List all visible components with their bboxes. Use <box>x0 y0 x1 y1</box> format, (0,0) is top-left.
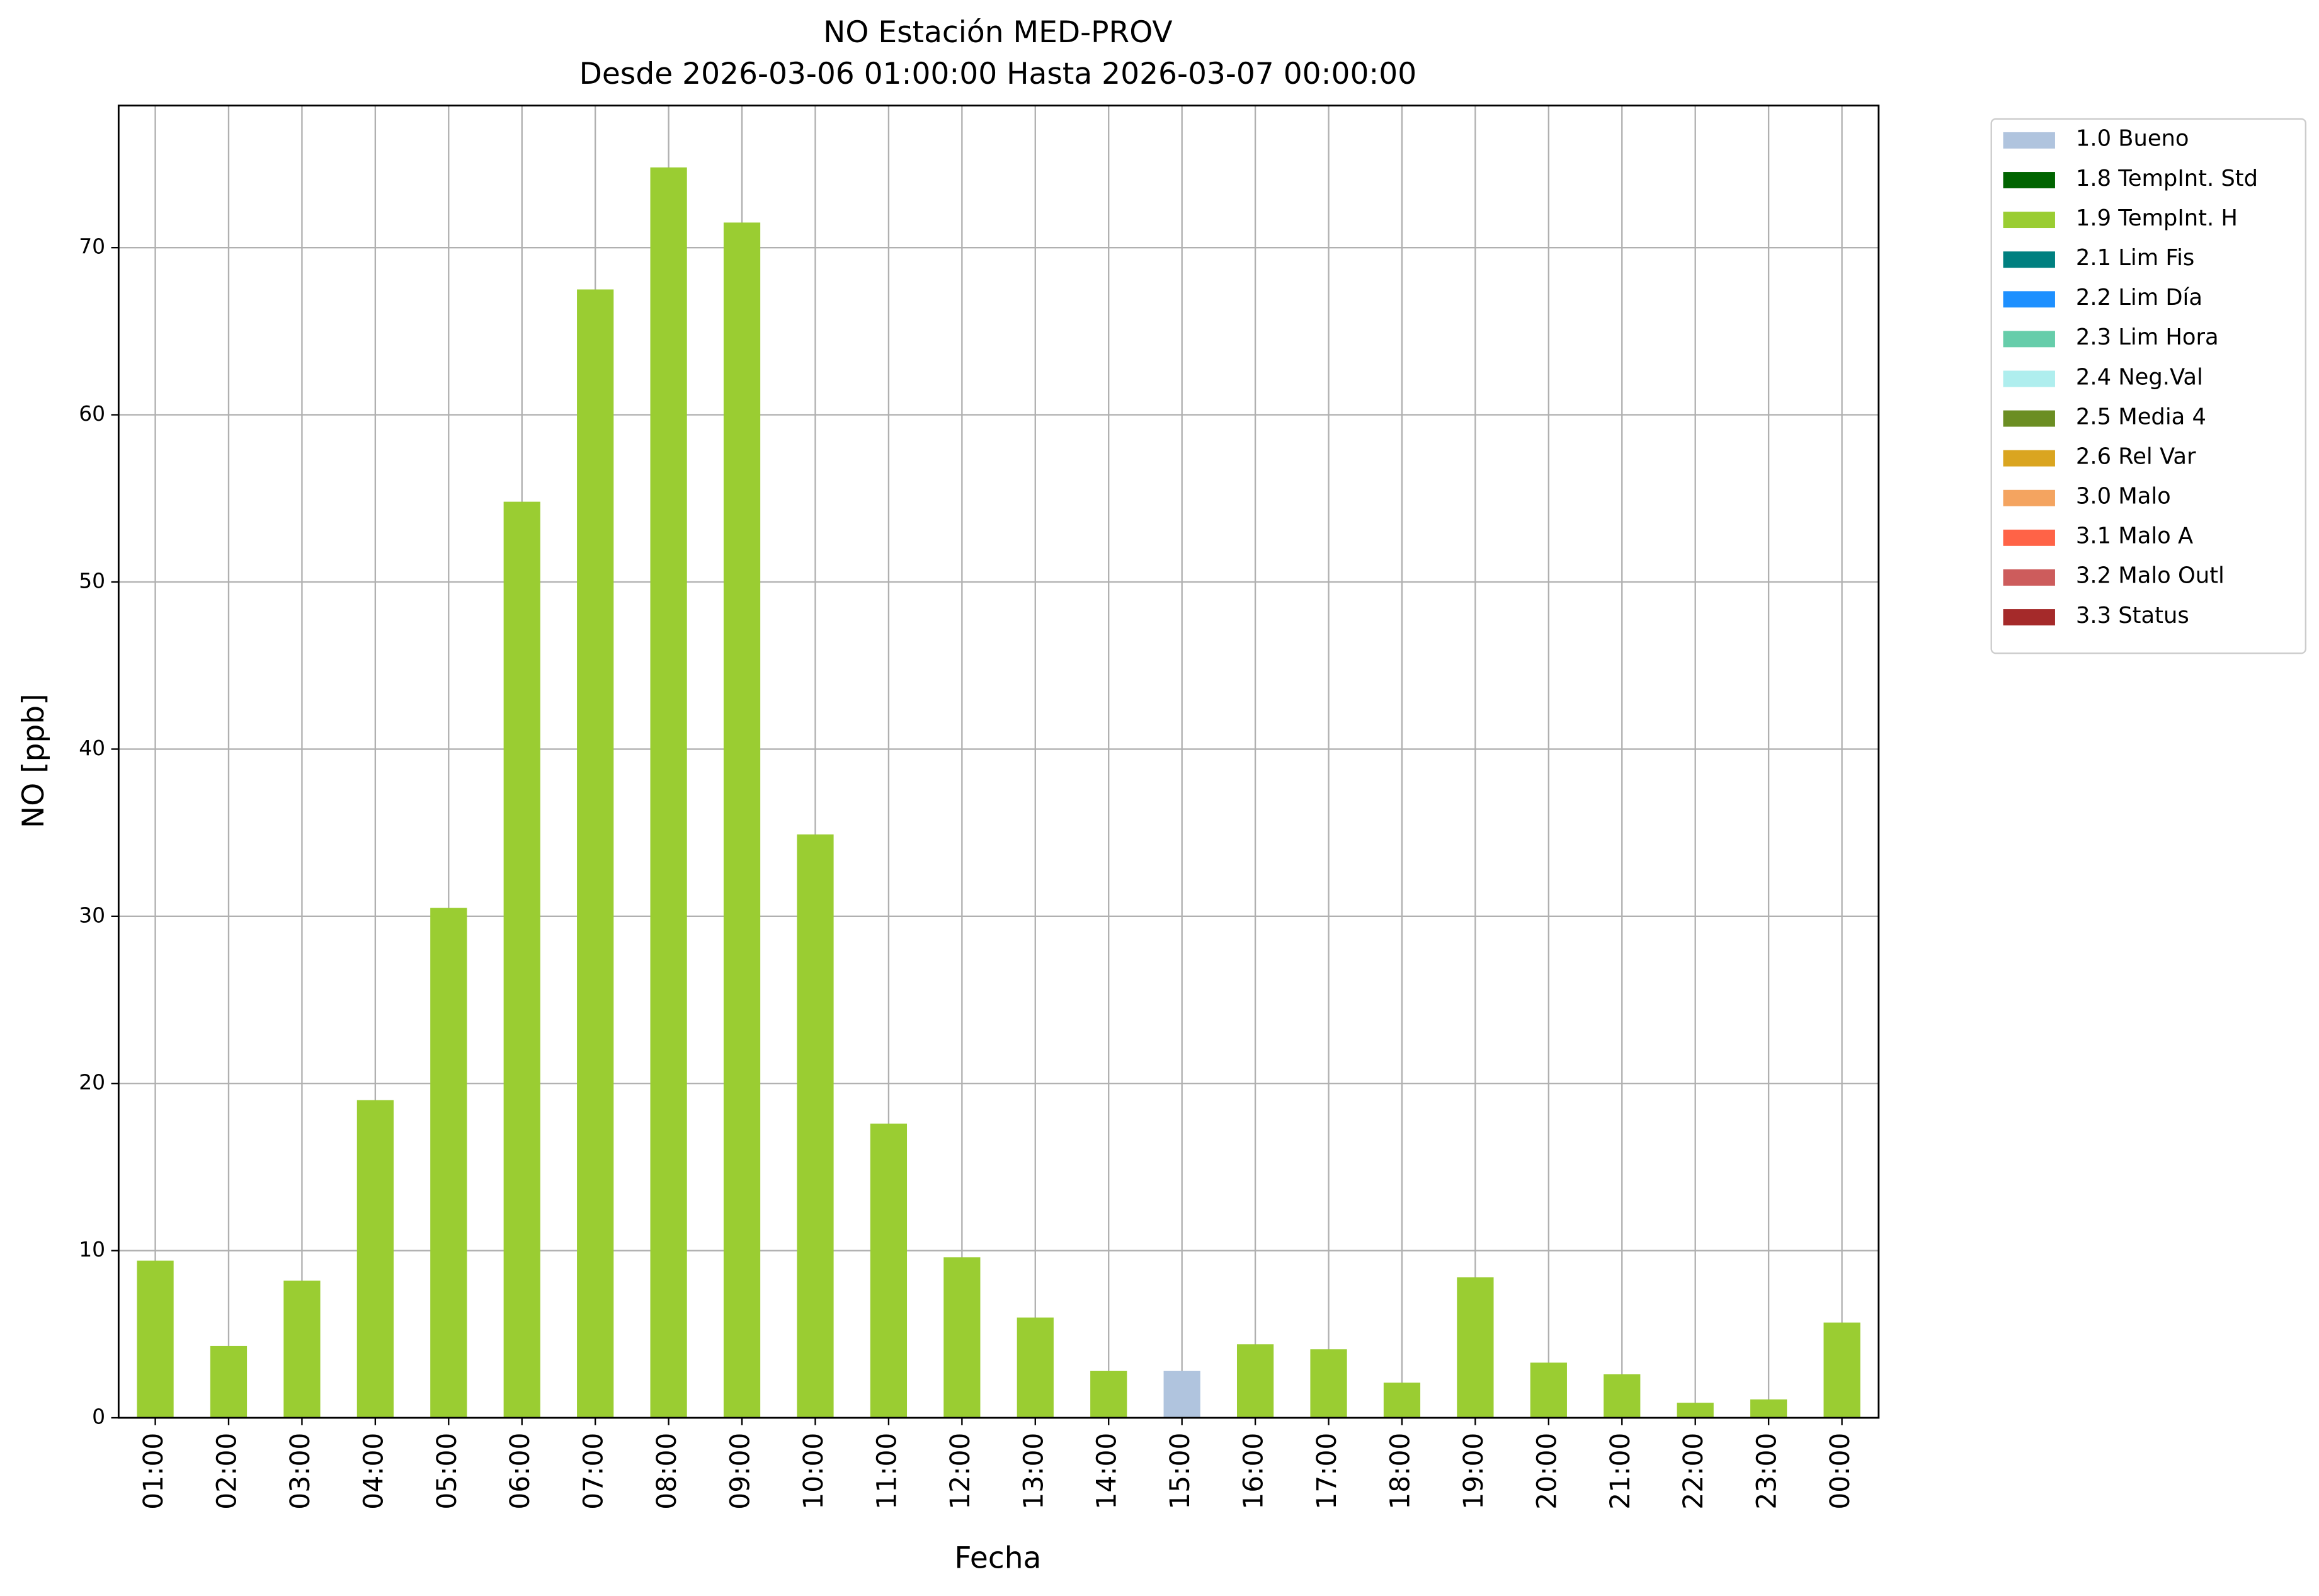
legend-swatch <box>2003 331 2055 348</box>
legend-swatch <box>2003 172 2055 188</box>
x-tick-label: 12:00 <box>945 1433 976 1510</box>
legend-label: 2.1 Lim Fis <box>2076 245 2194 271</box>
x-tick-label: 02:00 <box>211 1433 242 1510</box>
legend: 1.0 Bueno 1.8 TempInt. Std 1.9 TempInt. H 2… <box>1990 118 2306 654</box>
legend-label: 3.2 Malo Outl <box>2076 563 2225 589</box>
x-tick-label: 08:00 <box>651 1433 682 1510</box>
x-axis-label: Fecha <box>954 1541 1041 1576</box>
x-tick-label: 22:00 <box>1678 1433 1709 1510</box>
y-axis-label: NO [ppb] <box>16 693 51 828</box>
legend-label: 3.0 Malo <box>2076 484 2171 510</box>
legend-swatch <box>2003 132 2055 149</box>
bar <box>137 1260 174 1418</box>
bar <box>283 1280 321 1418</box>
bar <box>430 908 467 1418</box>
x-tick-label: 14:00 <box>1091 1433 1122 1510</box>
bar <box>870 1123 908 1418</box>
bar <box>1457 1277 1494 1418</box>
y-tick-label: 40 <box>79 736 105 760</box>
y-tick-label: 60 <box>79 401 105 426</box>
chart-title: NO Estación MED-PROV <box>823 15 1173 50</box>
x-tick-label: 01:00 <box>138 1433 169 1510</box>
bar <box>1823 1322 1860 1418</box>
bar <box>1677 1403 1714 1418</box>
x-tick-label: 00:00 <box>1825 1433 1855 1510</box>
bar <box>356 1100 394 1418</box>
legend-swatch <box>2003 212 2055 229</box>
legend-label: 2.6 Rel Var <box>2076 443 2196 469</box>
x-tick-label: 18:00 <box>1384 1433 1415 1510</box>
bar <box>210 1345 248 1418</box>
legend-swatch <box>2003 370 2055 387</box>
legend-label: 1.0 Bueno <box>2076 126 2189 152</box>
legend-swatch <box>2003 410 2055 427</box>
legend-swatch <box>2003 609 2055 625</box>
legend-label: 3.1 Malo A <box>2076 523 2193 549</box>
bar <box>1017 1317 1054 1418</box>
bar <box>577 289 614 1418</box>
y-tick-label: 50 <box>79 569 105 593</box>
bar <box>797 834 834 1418</box>
bar <box>943 1257 981 1418</box>
plot-frame <box>117 105 1880 1419</box>
y-tick-label: 10 <box>79 1237 105 1262</box>
legend-label: 3.3 Status <box>2076 603 2189 629</box>
bar <box>1090 1371 1127 1418</box>
legend-swatch <box>2003 291 2055 308</box>
bar <box>1530 1362 1567 1418</box>
x-tick-label: 10:00 <box>798 1433 829 1510</box>
bar <box>723 222 761 1418</box>
x-tick-label: 07:00 <box>578 1433 609 1510</box>
y-tick-label: 30 <box>79 903 105 927</box>
y-tick-label: 70 <box>79 234 105 259</box>
bar <box>1163 1371 1200 1418</box>
x-tick-label: 19:00 <box>1458 1433 1489 1510</box>
x-tick-label: 21:00 <box>1605 1433 1636 1510</box>
bar <box>650 167 687 1418</box>
x-tick-label: 15:00 <box>1165 1433 1195 1510</box>
y-tick-label: 20 <box>79 1070 105 1095</box>
bar <box>1750 1399 1787 1418</box>
x-tick-label: 09:00 <box>725 1433 756 1510</box>
bar <box>1310 1349 1347 1418</box>
x-tick-label: 06:00 <box>504 1433 535 1510</box>
x-tick-label: 11:00 <box>871 1433 902 1510</box>
legend-swatch <box>2003 569 2055 586</box>
legend-swatch <box>2003 450 2055 467</box>
legend-label: 2.5 Media 4 <box>2076 404 2206 430</box>
bar <box>1604 1374 1641 1418</box>
bar <box>503 501 540 1418</box>
legend-box <box>1990 118 2306 654</box>
legend-swatch <box>2003 489 2055 506</box>
chart-subtitle: Desde 2026-03-06 01:00:00 Hasta 2026-03-… <box>579 57 1417 91</box>
x-tick-label: 03:00 <box>285 1433 316 1510</box>
x-tick-label: 04:00 <box>358 1433 389 1510</box>
x-tick-label: 05:00 <box>431 1433 462 1510</box>
bar <box>1236 1344 1274 1418</box>
legend-label: 2.4 Neg.Val <box>2076 364 2203 390</box>
bar <box>1383 1382 1421 1418</box>
legend-label: 1.8 TempInt. Std <box>2076 166 2258 191</box>
x-tick-label: 17:00 <box>1311 1433 1342 1510</box>
x-tick-label: 16:00 <box>1238 1433 1269 1510</box>
axes: 0 10 20 30 40 50 60 70 01:00 02:00 03:00 04:00 05:00… <box>79 234 1855 1510</box>
y-tick-label: 0 <box>92 1405 105 1429</box>
x-tick-label: 20:00 <box>1531 1433 1562 1510</box>
legend-label: 1.9 TempInt. H <box>2076 205 2238 231</box>
legend-label: 2.2 Lim Día <box>2076 285 2202 311</box>
x-tick-label: 13:00 <box>1018 1433 1049 1510</box>
legend-swatch <box>2003 251 2055 268</box>
legend-swatch <box>2003 529 2055 546</box>
bars <box>137 167 1860 1418</box>
x-tick-label: 23:00 <box>1752 1433 1782 1510</box>
legend-label: 2.3 Lim Hora <box>2076 324 2219 350</box>
